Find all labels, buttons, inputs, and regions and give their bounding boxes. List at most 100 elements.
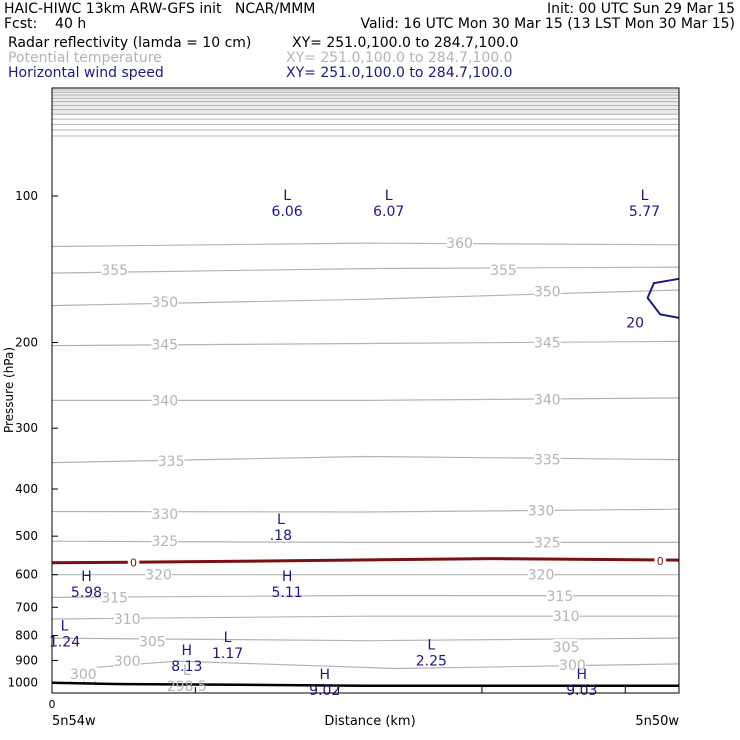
theta-label-340-bg: [534, 391, 561, 407]
theta-label-330-bg: [151, 505, 179, 521]
theta-label-350: 350: [534, 284, 561, 300]
theta-label-345-bg: [534, 334, 561, 350]
x-tick-label: 0: [49, 698, 56, 711]
extremum-marker: L: [427, 638, 435, 654]
theta-contour-345: [51, 340, 680, 347]
theta-label-305-bg: [552, 639, 580, 655]
extremum-marker: H: [81, 569, 92, 585]
y-tick-label: 100: [15, 189, 38, 203]
y-tick-label: 800: [15, 629, 38, 643]
field2-name: Potential temperature: [8, 50, 162, 66]
theta-label-300: 300: [70, 667, 97, 683]
theta-label-300-bg: [113, 653, 141, 669]
y-tick-label: 900: [15, 653, 38, 667]
theta-contour-350: [51, 289, 680, 307]
plot-frame: [51, 87, 680, 694]
theta-contour-355: [51, 266, 680, 274]
y-tick-label: 1000: [7, 676, 38, 690]
theta-label-355-bg: [490, 262, 517, 278]
wind-contour-label: 20: [626, 316, 644, 332]
field2-xy: XY= 251.0,100.0 to 284.7,100.0: [286, 50, 513, 66]
theta-label-340: 340: [534, 393, 561, 409]
theta-label-330-bg: [527, 502, 555, 518]
x-start-label: 5n54w: [52, 714, 96, 729]
theta-label-320-bg: [145, 566, 172, 582]
y-tick-label: 300: [15, 421, 38, 435]
theta-label-310: 310: [553, 609, 580, 625]
theta-contour-360: [51, 242, 680, 248]
model-title: HAIC-HIWC 13km ARW-GFS init NCAR/MMM: [4, 1, 316, 17]
theta-label-345-bg: [151, 336, 179, 352]
field1-xy: XY= 251.0,100.0 to 284.7,100.0: [292, 35, 519, 51]
wind-contour-20: [646, 277, 680, 319]
theta-label-360: 360: [446, 236, 473, 252]
theta-label-310-bg: [552, 608, 580, 624]
theta-label-300: 300: [114, 654, 141, 670]
theta-label-330: 330: [151, 507, 178, 523]
theta-label-340-bg: [151, 392, 179, 408]
extremum-marker: L: [283, 188, 291, 204]
theta-label-325: 325: [534, 535, 561, 551]
y-tick-label: 600: [15, 568, 38, 582]
extremum-value: 1.17: [212, 646, 243, 662]
y-tick-label: 200: [15, 335, 38, 349]
extremum-marker: L: [641, 188, 649, 204]
field3-xy: XY= 251.0,100.0 to 284.7,100.0: [286, 65, 513, 81]
theta-contour-315: [51, 594, 680, 598]
theta-label-355-bg: [101, 262, 128, 278]
theta-label-320: 320: [145, 568, 172, 584]
freezing-level-label: 0: [130, 557, 137, 570]
theta-label-345: 345: [151, 338, 178, 354]
theta-label-355: 355: [101, 263, 128, 279]
upper-theta-lines: [52, 89, 679, 137]
valid-time: Valid: 16 UTC Mon 30 Mar 15 (13 LST Mon …: [360, 16, 735, 32]
extremum-marker: H: [319, 667, 330, 683]
field1-name: Radar reflectivity (lamda = 10 cm): [8, 35, 252, 51]
extremum-marker: L: [224, 630, 232, 646]
y-tick-label: 400: [15, 482, 38, 496]
theta-label-335-bg: [157, 452, 185, 468]
theta-label-350-bg: [151, 293, 179, 309]
extremum-marker: H: [282, 569, 293, 585]
theta-label-315-bg: [546, 587, 574, 603]
extremum-value: 5.77: [629, 204, 660, 220]
x-axis: 0: [49, 687, 626, 711]
theta-label-350-bg: [534, 283, 561, 299]
theta-label-325: 325: [151, 534, 178, 550]
theta-contour-335: [51, 455, 680, 464]
theta-contours: 360 355 355 350 350 345 345 340 340 335 335 330 330 3…: [51, 235, 680, 684]
extremum-value: 1.24: [49, 634, 80, 650]
extremum-value: 6.06: [272, 204, 303, 220]
theta-label-325-bg: [534, 534, 561, 550]
theta-label-335-bg: [534, 451, 561, 467]
extremum-value: 9.03: [566, 683, 597, 699]
extremum-value: 6.07: [373, 204, 404, 220]
y-tick-label: 700: [15, 600, 38, 614]
wind-contour-label-bg: [625, 314, 645, 330]
theta-label-305-bg: [139, 633, 166, 649]
theta-contour-325: [51, 540, 679, 543]
theta-extremum-value: 298.5: [167, 679, 207, 695]
theta-label-350: 350: [151, 295, 178, 311]
theta-label-315: 315: [101, 590, 128, 606]
x-end-label: 5n50w: [635, 714, 679, 729]
y-axis: 100 200 300 400 500 600 700 800 900 1000: [7, 189, 58, 690]
theta-contour-340: [52, 397, 680, 401]
extremum-value: 2.25: [416, 654, 447, 670]
extremum-value: 9.02: [309, 683, 340, 699]
extremum-marker: L: [61, 618, 69, 634]
freezing-level-label: 0: [657, 555, 664, 568]
theta-label-345: 345: [534, 335, 561, 351]
theta-label-305: 305: [139, 634, 166, 650]
theta-label-360-bg: [446, 235, 473, 251]
forecast-hour: Fcst: 40 h: [4, 16, 87, 32]
theta-label-310-bg: [113, 611, 141, 627]
extremum-value: 5.11: [272, 585, 303, 601]
wind-contours: 20: [625, 277, 680, 332]
extremum-value: 8.13: [171, 659, 202, 675]
theta-label-305: 305: [553, 640, 580, 656]
theta-label-325-bg: [151, 533, 179, 549]
theta-label-320-bg: [527, 566, 555, 582]
